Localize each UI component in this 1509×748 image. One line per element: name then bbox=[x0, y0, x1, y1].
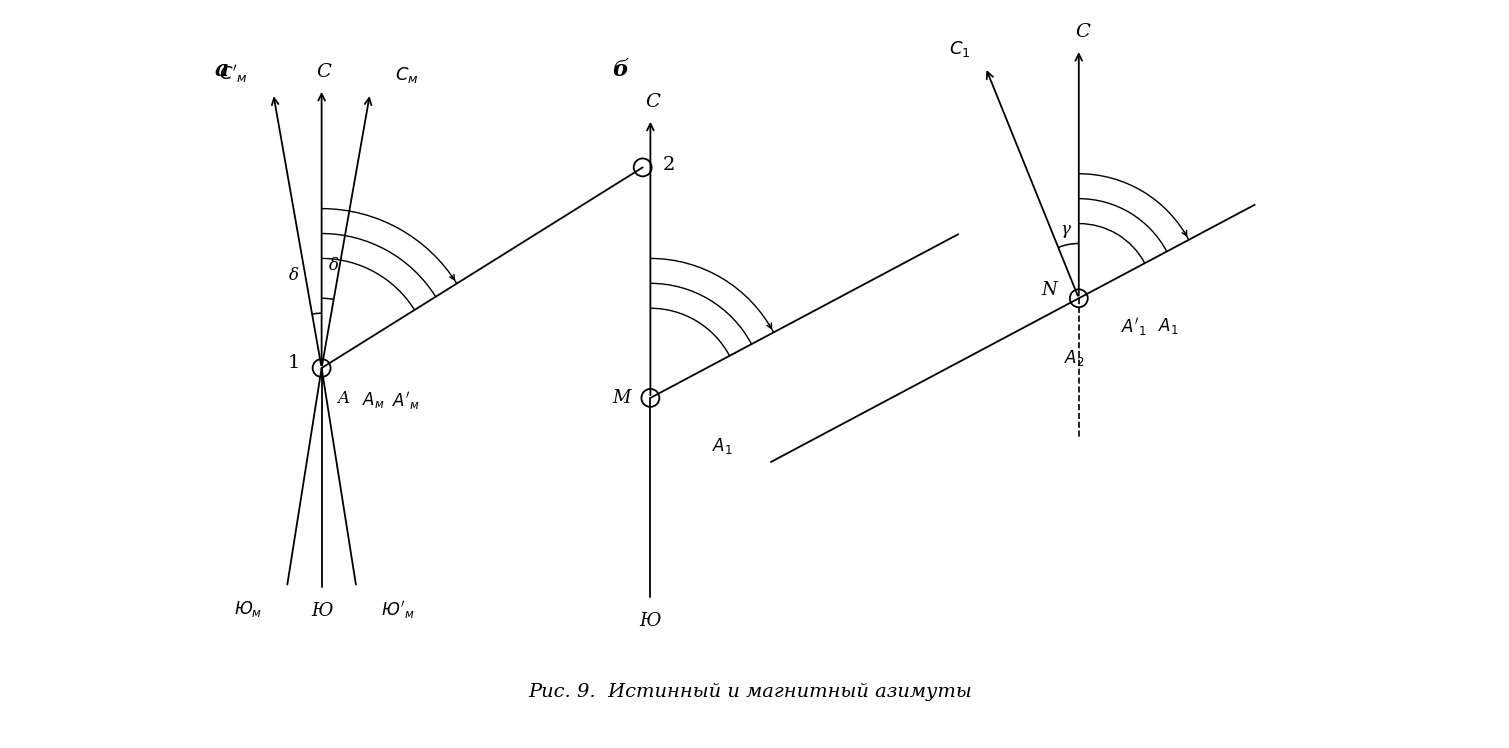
Text: $Ю_{м}$: $Ю_{м}$ bbox=[234, 599, 263, 619]
Text: δ: δ bbox=[329, 257, 338, 274]
Text: б: б bbox=[613, 59, 629, 82]
Text: $A_{2}$: $A_{2}$ bbox=[1064, 348, 1083, 368]
Text: C: C bbox=[644, 93, 659, 111]
Text: Ю: Ю bbox=[311, 602, 332, 620]
Text: δ: δ bbox=[288, 267, 299, 284]
Text: Ю: Ю bbox=[640, 612, 661, 630]
Text: A: A bbox=[338, 390, 350, 407]
Text: М: М bbox=[613, 389, 631, 407]
Text: $C_{м}$: $C_{м}$ bbox=[395, 65, 418, 85]
Text: N: N bbox=[1041, 281, 1056, 299]
Text: $Ю'_{м}$: $Ю'_{м}$ bbox=[380, 599, 413, 622]
Text: Рис. 9.  Истинный и магнитный азимуты: Рис. 9. Истинный и магнитный азимуты bbox=[528, 683, 972, 701]
Text: C: C bbox=[1076, 23, 1089, 41]
Text: $A'_{1}$: $A'_{1}$ bbox=[1121, 316, 1147, 338]
Text: $A_{1}$: $A_{1}$ bbox=[712, 436, 732, 456]
Text: γ: γ bbox=[1061, 221, 1070, 239]
Text: $A_{1}$: $A_{1}$ bbox=[1157, 316, 1179, 336]
Text: $C'_{м}$: $C'_{м}$ bbox=[219, 64, 249, 85]
Text: $C_{1}$: $C_{1}$ bbox=[949, 40, 970, 59]
Text: C: C bbox=[317, 63, 330, 81]
Text: 2: 2 bbox=[662, 156, 675, 174]
Text: а: а bbox=[214, 59, 229, 82]
Text: $A_{м}$: $A_{м}$ bbox=[362, 390, 385, 410]
Text: $A'_{м}$: $A'_{м}$ bbox=[392, 390, 420, 412]
Text: 1: 1 bbox=[287, 354, 300, 372]
